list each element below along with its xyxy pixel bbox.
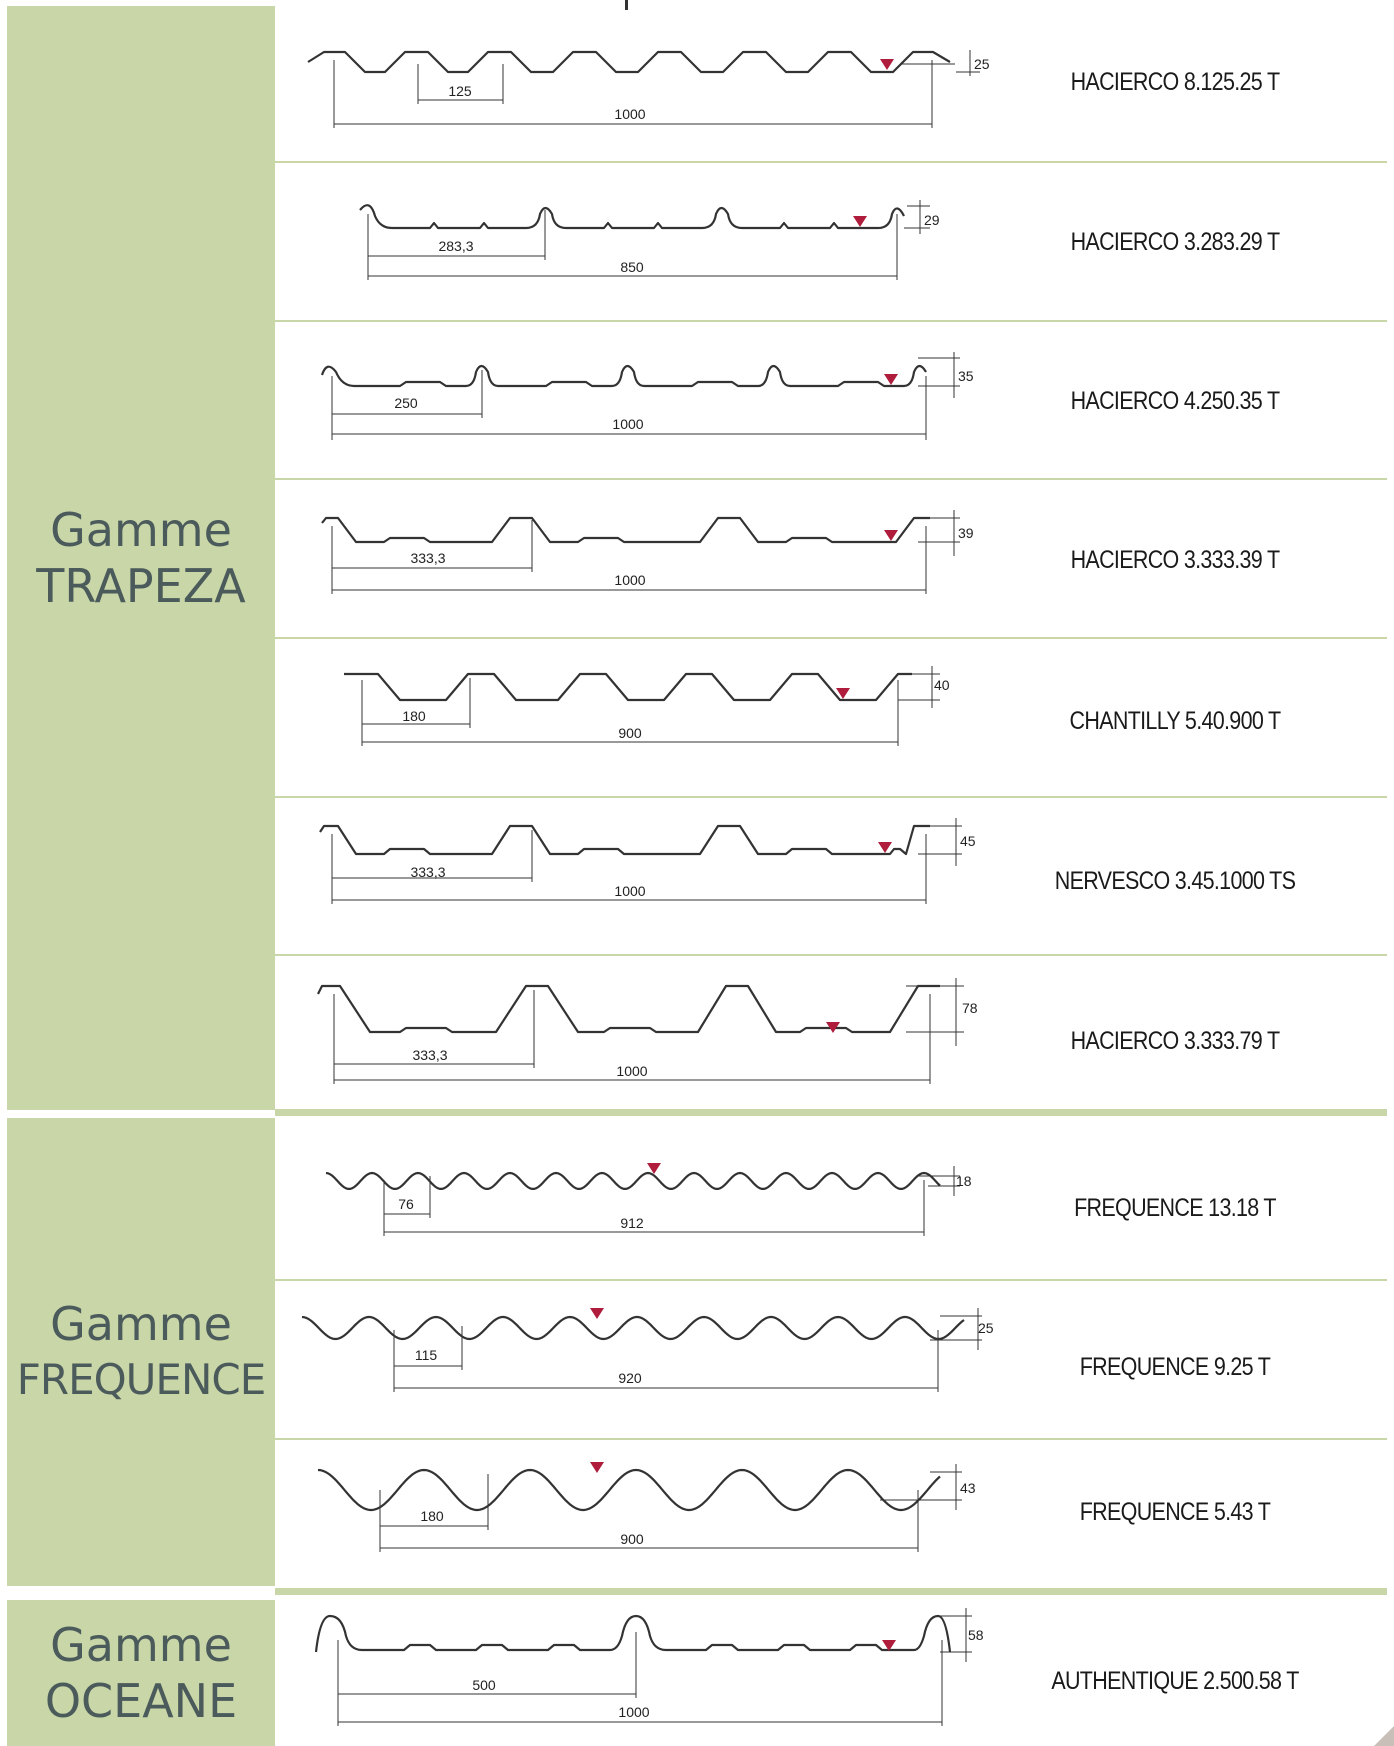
- dimension-lines: [331, 50, 982, 1726]
- gamme-word: Gamme: [50, 1618, 232, 1672]
- height-label: 43: [960, 1480, 976, 1496]
- dimension-labels: 125 1000 25 283,3 850 29 250 1000 35 333…: [394, 56, 993, 1720]
- pitch-label: 115: [415, 1347, 438, 1363]
- profile-shape: [317, 984, 940, 1034]
- row-divider: [275, 954, 1387, 956]
- profile-shape: [321, 516, 930, 544]
- profile-shape: [344, 672, 912, 702]
- row-divider: [275, 1438, 1387, 1440]
- load-marker-icon: [884, 530, 898, 541]
- height-label: 45: [960, 833, 976, 849]
- gamme-panel-trapeza: Gamme TRAPEZA: [7, 6, 275, 1110]
- gamme-name: FREQUENCE: [16, 1355, 266, 1404]
- width-label: 1000: [616, 1063, 647, 1079]
- profile-shape: [307, 50, 951, 74]
- height-label: 25: [978, 1320, 994, 1336]
- page-corner: [1374, 1726, 1394, 1746]
- load-marker-icon: [882, 1640, 896, 1651]
- load-marker-icon: [647, 1163, 661, 1174]
- row-divider: [275, 1279, 1387, 1281]
- product-name: NERVESCO 3.45.1000 TS: [1054, 867, 1296, 895]
- pitch-label: 333,3: [410, 550, 445, 566]
- width-label: 1000: [612, 416, 643, 432]
- gamme-panel-frequence: Gamme FREQUENCE: [7, 1118, 275, 1586]
- product-name: FREQUENCE 13.18 T: [1074, 1194, 1276, 1222]
- load-marker-icon: [853, 216, 867, 227]
- row-divider: [275, 320, 1387, 322]
- profile-lines: [301, 50, 965, 1653]
- product-name: HACIERCO 8.125.25 T: [1070, 68, 1280, 96]
- load-marker-icon: [590, 1308, 604, 1319]
- pitch-label: 333,3: [410, 864, 445, 880]
- height-label: 40: [934, 677, 950, 693]
- group-separator: [275, 1109, 1387, 1116]
- pitch-label: 180: [420, 1508, 444, 1524]
- width-label: 920: [618, 1370, 642, 1386]
- width-label: 912: [620, 1215, 644, 1231]
- load-marker-icon: [878, 842, 892, 853]
- height-label: 25: [974, 56, 990, 72]
- pitch-label: 180: [402, 708, 426, 724]
- product-name: HACIERCO 4.250.35 T: [1070, 387, 1280, 415]
- product-name: HACIERCO 3.333.79 T: [1070, 1027, 1280, 1055]
- height-label: 18: [956, 1173, 972, 1189]
- profile-shape: [359, 204, 905, 230]
- product-name: FREQUENCE 9.25 T: [1079, 1353, 1271, 1381]
- width-label: 1000: [614, 883, 645, 899]
- pitch-label: 76: [398, 1196, 414, 1212]
- width-label: 1000: [618, 1704, 649, 1720]
- gamme-word: Gamme: [50, 503, 232, 557]
- profile-shape: [320, 364, 927, 388]
- profile-shape: [301, 1315, 965, 1341]
- row-divider: [275, 161, 1387, 163]
- width-label: 1000: [614, 572, 645, 588]
- height-label: 78: [962, 1000, 978, 1016]
- gamme-panel-oceane: Gamme OCEANE: [7, 1600, 275, 1746]
- pitch-label: 250: [394, 395, 418, 411]
- load-marker-icon: [880, 59, 894, 70]
- width-label: 900: [618, 725, 642, 741]
- row-divider: [275, 637, 1387, 639]
- width-label: 900: [620, 1531, 644, 1547]
- pitch-label: 500: [472, 1677, 496, 1693]
- profile-shape: [317, 1468, 941, 1512]
- pitch-label: 125: [448, 83, 472, 99]
- height-label: 35: [958, 368, 974, 384]
- load-marker-icon: [836, 688, 850, 699]
- product-name: AUTHENTIQUE 2.500.58 T: [1051, 1667, 1299, 1695]
- height-label: 29: [924, 212, 940, 228]
- width-label: 1000: [614, 106, 645, 122]
- product-name: CHANTILLY 5.40.900 T: [1069, 707, 1282, 735]
- load-marker-icon: [826, 1022, 840, 1033]
- profile-shape: [319, 824, 930, 856]
- profile-shape: [314, 1614, 952, 1653]
- pitch-label: 283,3: [438, 238, 473, 254]
- header-mark: [625, 0, 628, 10]
- load-marker-icon: [590, 1462, 604, 1473]
- height-label: 39: [958, 525, 974, 541]
- height-label: 58: [968, 1627, 984, 1643]
- pitch-label: 333,3: [412, 1047, 447, 1063]
- gamme-name: OCEANE: [44, 1674, 238, 1728]
- load-markers: [590, 59, 898, 1651]
- product-name: FREQUENCE 5.43 T: [1079, 1498, 1271, 1526]
- profile-shape: [325, 1171, 941, 1190]
- product-name: HACIERCO 3.283.29 T: [1070, 228, 1280, 256]
- width-label: 850: [620, 259, 644, 275]
- gamme-name: TRAPEZA: [36, 559, 246, 613]
- gamme-word: Gamme: [50, 1297, 232, 1351]
- row-divider: [275, 478, 1387, 480]
- product-name: HACIERCO 3.333.39 T: [1070, 546, 1280, 574]
- row-divider: [275, 796, 1387, 798]
- load-marker-icon: [884, 374, 898, 385]
- group-separator: [275, 1588, 1387, 1595]
